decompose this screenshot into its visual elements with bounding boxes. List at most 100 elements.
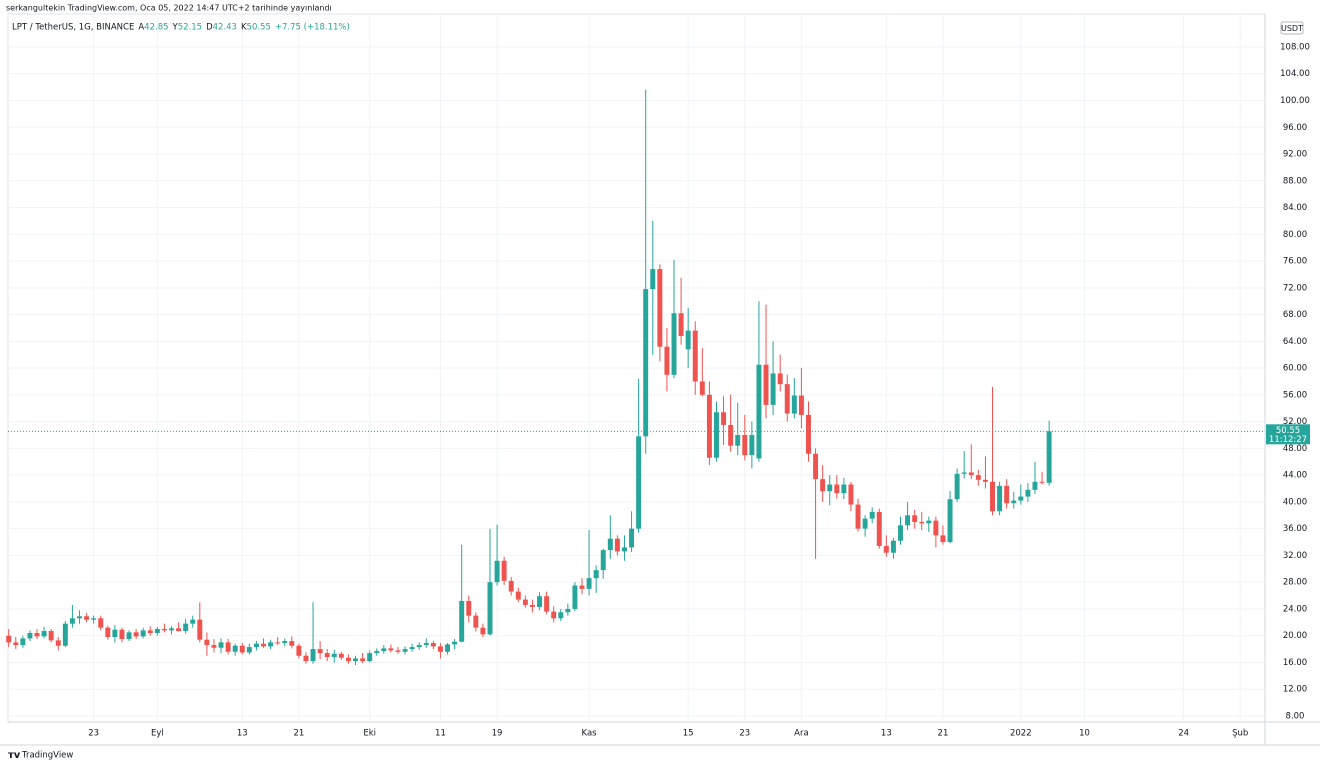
candle-body <box>912 515 918 522</box>
candle-body <box>756 364 762 459</box>
candle-body <box>112 629 118 638</box>
x-tick-label: 10 <box>1079 729 1090 739</box>
candle-body <box>84 616 90 620</box>
candle-body <box>706 394 712 458</box>
candle-body <box>218 642 224 648</box>
candle-body <box>742 435 748 456</box>
candle-body <box>515 591 521 600</box>
y-tick-label: 68.00 <box>1283 310 1307 320</box>
ohlc-value: 50.55 <box>247 23 271 33</box>
candle-body <box>954 473 960 500</box>
y-tick-label: 48.00 <box>1283 444 1307 454</box>
candle-body <box>600 550 606 571</box>
candle-body <box>544 596 550 612</box>
candle-body <box>848 484 854 505</box>
candle-body <box>303 655 309 662</box>
candle-body <box>869 511 875 519</box>
candle-body <box>692 330 698 382</box>
candle-body <box>147 630 153 634</box>
last-price-box <box>1266 424 1310 445</box>
candle-body <box>459 600 465 642</box>
y-tick-label: 12.00 <box>1283 685 1307 695</box>
ohlc-key: A <box>138 23 144 33</box>
candle-body <box>197 619 203 640</box>
x-tick-label: 21 <box>293 729 304 739</box>
ohlc-key: Y <box>172 23 179 33</box>
page-title: serkangultekin TradingView.com, Oca 05, … <box>6 4 332 13</box>
candle-body <box>898 525 903 541</box>
candle-body <box>20 638 26 646</box>
ohlc-value: 52.15 <box>178 23 202 33</box>
candle-body <box>452 641 458 645</box>
y-tick-label: 84.00 <box>1283 203 1307 213</box>
candle-body <box>282 641 288 644</box>
candles <box>6 89 1265 666</box>
candle-body <box>445 644 451 652</box>
candle-body <box>1046 431 1052 483</box>
candle-body <box>1025 489 1031 497</box>
candle-body <box>763 364 769 405</box>
y-tick-label: 52.00 <box>1283 417 1307 427</box>
candle-body <box>586 578 592 589</box>
candle-body <box>232 645 238 652</box>
candle-body <box>140 630 146 637</box>
candle-body <box>565 608 571 613</box>
x-tick-label: 11 <box>435 729 446 739</box>
candle-body <box>933 520 939 536</box>
candle-body <box>360 658 366 662</box>
ohlc-key: K <box>241 23 247 33</box>
y-tick-label: 8.00 <box>1286 711 1305 721</box>
x-tick-label: 2022 <box>1010 729 1032 739</box>
candle-body <box>968 472 974 476</box>
candle-body <box>161 629 167 631</box>
ohlc-value: 42.85 <box>144 23 168 33</box>
candle-body <box>997 485 1003 512</box>
x-tick-label: Eyl <box>151 729 164 739</box>
candle-body <box>636 436 642 529</box>
candle-body <box>466 600 472 616</box>
candle-body <box>607 538 613 551</box>
candle-body <box>416 645 422 648</box>
candle-body <box>529 604 535 607</box>
candle-body <box>91 618 97 620</box>
candle-body <box>1039 481 1045 483</box>
y-tick-label: 92.00 <box>1283 150 1307 160</box>
candle-body <box>345 657 351 662</box>
x-tick-label: 23 <box>88 729 99 739</box>
candle-body <box>572 585 578 609</box>
candle-body <box>678 313 684 336</box>
ohlc-key: D <box>206 23 213 33</box>
candle-body <box>671 313 677 375</box>
x-tick-label: 13 <box>881 729 892 739</box>
currency: USDT <box>1281 24 1303 33</box>
candle-body <box>395 650 401 652</box>
candle-body <box>643 289 649 437</box>
candle-body <box>862 518 868 529</box>
candle-body <box>41 631 47 637</box>
candle-body <box>133 632 139 637</box>
candle-body <box>374 651 380 654</box>
candle-body <box>494 560 500 583</box>
candle-body <box>296 645 302 656</box>
candle-body <box>982 479 988 482</box>
candle-body <box>126 632 132 640</box>
y-tick-label: 104.00 <box>1280 69 1310 79</box>
x-tick-label: 13 <box>237 729 248 739</box>
candle-body <box>961 472 967 474</box>
countdown: 11:12:27 <box>1269 435 1307 445</box>
candle-body <box>423 643 429 646</box>
y-tick-label: 44.00 <box>1283 471 1307 481</box>
x-tick-label: Ara <box>794 729 809 739</box>
candle-body <box>388 648 394 651</box>
candle-body <box>430 643 436 647</box>
candle-body <box>246 647 252 653</box>
candle-body <box>749 435 755 456</box>
candle-body <box>990 481 995 512</box>
candle-body <box>34 633 40 637</box>
candle-body <box>798 395 804 415</box>
candle-body <box>437 646 443 652</box>
y-tick-label: 96.00 <box>1283 123 1307 133</box>
candle-body <box>522 599 528 605</box>
candle-body <box>6 635 12 643</box>
candle-body <box>324 653 330 658</box>
